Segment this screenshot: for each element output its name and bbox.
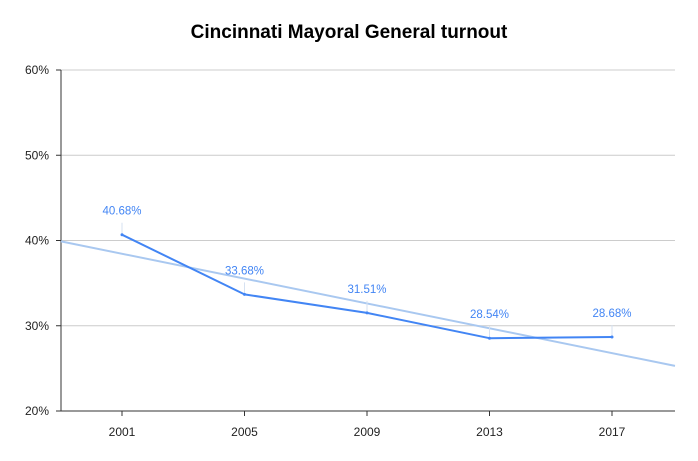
data-label: 40.68%: [102, 206, 141, 218]
chart-title: Cincinnati Mayoral General turnout: [190, 22, 508, 43]
y-tick-label: 50%: [25, 148, 49, 162]
data-point: [610, 335, 614, 339]
data-point: [365, 311, 369, 315]
data-label: 33.68%: [225, 265, 264, 277]
y-tick-label: 30%: [25, 319, 49, 333]
y-tick-label: 40%: [25, 234, 49, 248]
y-tick-label: 20%: [25, 404, 49, 418]
x-tick-label: 2009: [354, 425, 381, 439]
y-tick-labels: 20% 30% 40% 50% 60%: [25, 63, 49, 418]
x-tick-label: 2001: [109, 425, 136, 439]
data-label: 31.51%: [347, 284, 386, 296]
trendline: [60, 240, 676, 367]
data-label: 28.68%: [592, 308, 631, 320]
x-tick-label: 2017: [599, 425, 626, 439]
data-point: [488, 336, 491, 340]
y-tick-label: 60%: [25, 63, 49, 77]
series-layer: 40.68% 33.68% 31.51% 28.54% 28.68%: [102, 206, 632, 340]
data-point: [120, 233, 124, 237]
x-tick-label: 2005: [231, 425, 258, 439]
gridlines: [56, 69, 675, 416]
data-label: 28.54%: [470, 309, 509, 321]
data-point: [243, 292, 246, 296]
trendline-layer: [60, 240, 676, 367]
x-tick-label: 2013: [476, 425, 503, 439]
x-tick-labels: 2001 2005 2009 2013 2017: [109, 425, 626, 439]
